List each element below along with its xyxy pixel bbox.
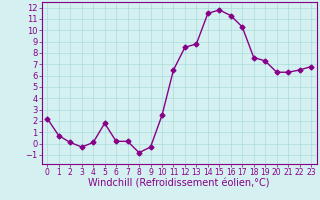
X-axis label: Windchill (Refroidissement éolien,°C): Windchill (Refroidissement éolien,°C) [88, 179, 270, 189]
